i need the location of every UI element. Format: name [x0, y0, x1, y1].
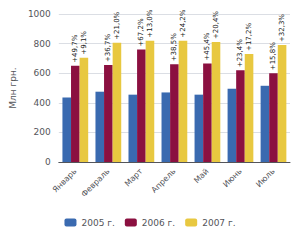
svg-text:0: 0	[45, 157, 51, 167]
svg-text:1000: 1000	[28, 9, 51, 19]
svg-text:Апрель: Апрель	[150, 167, 178, 195]
svg-text:+17,2%: +17,2%	[245, 23, 253, 51]
svg-text:400: 400	[34, 98, 51, 108]
svg-text:+21,0%: +21,0%	[113, 11, 121, 39]
svg-text:800: 800	[34, 39, 51, 49]
svg-text:+36,7%: +36,7%	[104, 34, 112, 62]
svg-text:2007 г.: 2007 г.	[202, 218, 235, 228]
svg-text:+9,1%: +9,1%	[80, 31, 88, 55]
svg-text:Февраль: Февраль	[80, 167, 112, 199]
svg-text:+15,8%: +15,8%	[269, 42, 277, 70]
svg-text:200: 200	[34, 127, 51, 137]
svg-text:Июнь: Июнь	[221, 167, 244, 190]
svg-text:+49,7%: +49,7%	[71, 34, 79, 62]
svg-text:+23,4%: +23,4%	[236, 39, 244, 67]
svg-text:+38,5%: +38,5%	[170, 33, 178, 61]
svg-text:2005 г.: 2005 г.	[81, 218, 114, 228]
svg-text:+45,4%: +45,4%	[203, 32, 211, 60]
svg-text:Июль: Июль	[254, 167, 276, 189]
svg-text:600: 600	[34, 68, 51, 78]
svg-text:+67,2%: +67,2%	[137, 18, 145, 46]
svg-text:+13,0%: +13,0%	[146, 9, 154, 37]
svg-text:Январь: Январь	[51, 167, 79, 195]
svg-text:2006 г.: 2006 г.	[142, 218, 175, 228]
svg-text:Май: Май	[192, 167, 210, 185]
svg-text:+20,4%: +20,4%	[212, 11, 220, 39]
svg-text:Март: Март	[123, 167, 145, 189]
svg-text:+24,2%: +24,2%	[179, 9, 187, 37]
svg-text:Млн грн.: Млн грн.	[8, 67, 18, 108]
svg-text:+32,3%: +32,3%	[278, 14, 286, 42]
